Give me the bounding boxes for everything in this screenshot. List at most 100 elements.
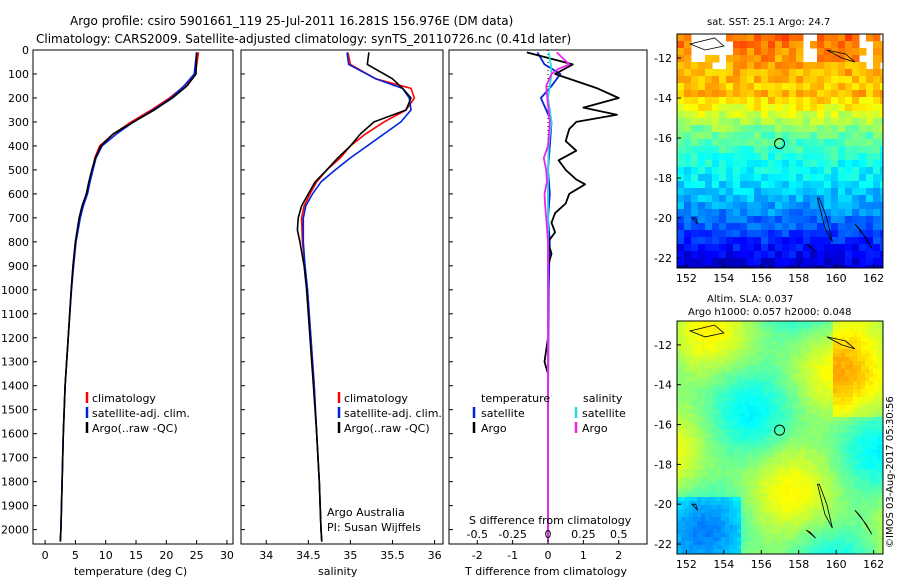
map-cell [677,188,685,196]
map-cell [709,405,714,410]
map-cell [745,369,750,374]
map-cell [803,167,811,175]
map-cell [689,369,694,374]
map-cell [733,369,738,374]
map-cell [721,501,726,506]
altimetry-map-frame [676,320,884,555]
map-cell [768,251,776,259]
map-cell [729,349,734,354]
x-tick-label: 35 [343,549,357,562]
map-cell [733,529,738,534]
map-cell [709,349,714,354]
map-cell [689,361,694,366]
map-cell [880,90,883,98]
map-cell [737,549,742,554]
map-cell [853,549,858,554]
map-cell [785,501,790,506]
map-cell [859,244,867,252]
map-cell [869,521,874,526]
sst-map [677,34,883,268]
map-cell [769,425,774,430]
map-cell [712,153,720,161]
map-cell [781,481,786,486]
map-cell [817,405,822,410]
map-cell [713,501,718,506]
map-cell [733,477,738,482]
map-cell [765,325,770,330]
map-cell [733,188,741,196]
map-cell [769,441,774,446]
map-cell [729,321,734,326]
map-cell [793,517,798,522]
map-cell [709,425,714,430]
map-cell [745,489,750,494]
map-cell [873,216,881,224]
map-cell [740,251,748,259]
map-cell [837,485,842,490]
map-cell [677,365,682,370]
map-cell [809,541,814,546]
map-cell [775,216,783,224]
map-cell [797,453,802,458]
map-cell [809,457,814,462]
map-cell [877,509,882,514]
map-cell [857,473,862,478]
map-cell [873,481,878,486]
map-cell [853,397,858,402]
map-cell [880,216,883,224]
map-cell [877,333,882,338]
map-cell [753,505,758,510]
map-cell [821,445,826,450]
map-cell [824,90,832,98]
map-cell [857,353,862,358]
map-cell [880,83,883,91]
map-cell [789,104,797,112]
map-cell [684,202,692,210]
map-cell [737,425,742,430]
map-cell [681,525,686,530]
map-cell [747,111,755,119]
map-cell [768,111,776,119]
map-cell [796,62,804,70]
map-cell [789,90,797,98]
map-cell [747,223,755,231]
map-cell [869,329,874,334]
map-cell [777,341,782,346]
map-cell [713,541,718,546]
map-cell [717,477,722,482]
map-cell [729,541,734,546]
map-cell [797,533,802,538]
map-cell [817,381,822,386]
lon-tick-label: 154 [713,558,734,571]
map-cell [845,167,853,175]
map-cell [689,545,694,550]
map-cell [873,90,881,98]
map-cell [801,325,806,330]
map-cell [685,353,690,358]
map-cell [797,369,802,374]
map-cell [821,393,826,398]
map-cell [805,477,810,482]
map-cell [829,509,834,514]
map-cell [829,541,834,546]
map-cell [853,425,858,430]
map-cell [753,361,758,366]
map-cell [725,469,730,474]
map-cell [845,369,850,374]
map-cell [817,421,822,426]
map-cell [685,421,690,426]
map-cell [677,469,682,474]
map-cell [781,381,786,386]
map-cell [741,389,746,394]
map-cell [837,465,842,470]
map-cell [845,325,850,330]
map-cell [881,457,883,462]
map-cell [859,62,867,70]
map-cell [740,76,748,84]
map-cell [713,369,718,374]
map-cell [813,405,818,410]
map-cell [805,425,810,430]
map-cell [825,325,830,330]
map-cell [853,341,858,346]
map-cell [761,195,769,203]
